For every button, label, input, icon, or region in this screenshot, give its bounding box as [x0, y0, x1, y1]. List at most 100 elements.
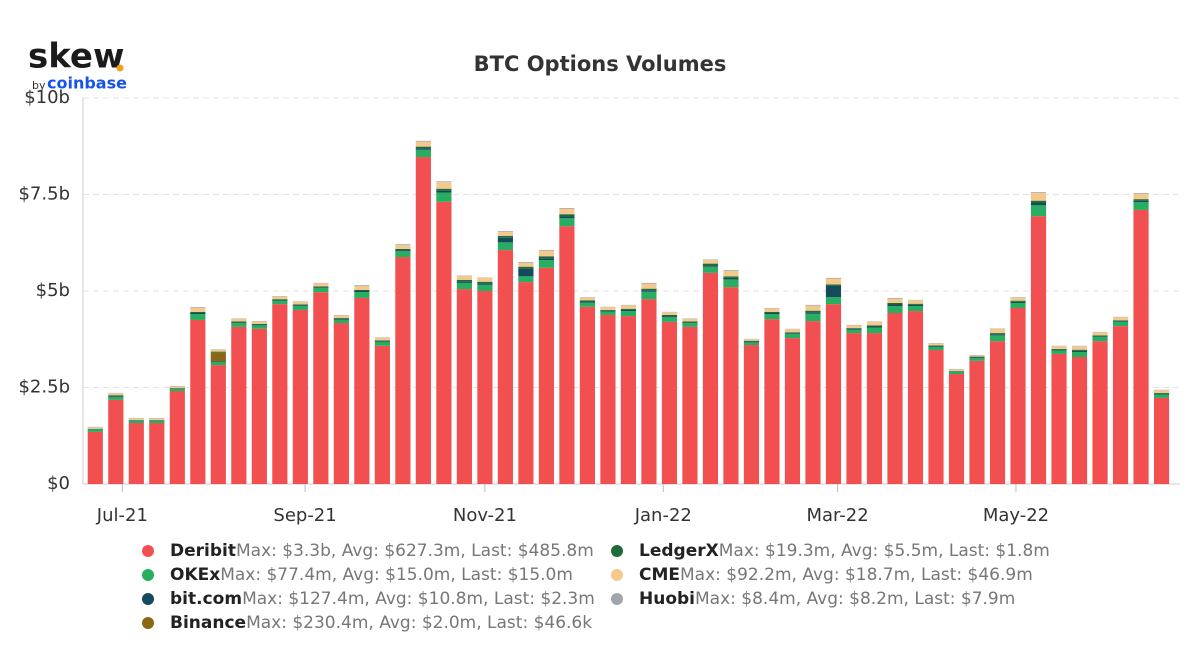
- bar-segment: [928, 343, 944, 346]
- bar-segment: [600, 311, 616, 315]
- bar-segment: [538, 256, 554, 259]
- bar-segment: [805, 310, 821, 313]
- bar-segment: [559, 216, 575, 219]
- x-tick-label: Jan-22: [634, 505, 692, 526]
- bar-segment: [333, 318, 349, 320]
- bar-segment: [1112, 320, 1129, 322]
- bar-segment: [1051, 353, 1067, 484]
- bar-segment: [456, 289, 472, 484]
- bar-segment: [415, 141, 431, 147]
- bar-segment: [661, 312, 678, 315]
- bar-segment: [682, 318, 698, 322]
- bar-segment: [743, 341, 760, 343]
- bar-segment: [87, 429, 103, 432]
- bar-segment: [579, 301, 596, 303]
- bar-segment: [190, 311, 206, 314]
- legend-item: OKExMax: $77.4m, Avg: $15.0m, Last: $15.…: [142, 565, 573, 585]
- legend-item: DeribitMax: $3.3b, Avg: $627.3m, Last: $…: [142, 541, 594, 561]
- bar-segment: [969, 358, 985, 361]
- bar-segment: [846, 328, 862, 330]
- bar-segment: [846, 333, 862, 484]
- bar-segment: [415, 146, 431, 149]
- bar-segment: [395, 248, 411, 251]
- legend-name: OKEx: [170, 565, 220, 585]
- bar-segment: [497, 235, 513, 238]
- bar-segment: [989, 341, 1006, 484]
- logo-by: by: [32, 79, 46, 92]
- bar-segment: [313, 287, 329, 288]
- bar-segment: [661, 317, 678, 322]
- bar-segment: [743, 339, 760, 341]
- bar-segment: [825, 304, 842, 484]
- bar-segment: [600, 310, 616, 312]
- legend-summary: Max: $92.2m, Avg: $18.7m, Last: $46.9m: [680, 565, 1033, 585]
- bar-segment: [702, 263, 719, 266]
- bar-segment: [723, 279, 739, 288]
- bar-segment: [866, 327, 883, 334]
- logo-name: skew: [28, 37, 124, 77]
- bar-segment: [907, 311, 924, 484]
- bar-segment: [866, 321, 883, 326]
- bar-segment: [108, 395, 124, 396]
- bar-segment: [1133, 209, 1149, 484]
- bar-segment: [251, 324, 267, 326]
- bar-segment: [1051, 350, 1067, 354]
- bar-segment: [374, 340, 390, 342]
- bar-segment: [87, 427, 103, 429]
- legend-name: CME: [639, 565, 680, 585]
- bar-segment: [805, 305, 821, 311]
- bar-segment: [907, 303, 924, 305]
- bar-segment: [764, 308, 780, 312]
- bar-segment: [292, 309, 308, 484]
- bar-segment: [661, 321, 678, 484]
- bar-segment: [538, 258, 554, 261]
- bar-segment: [374, 345, 390, 484]
- bar-segment: [313, 286, 329, 288]
- bar-segment: [415, 140, 431, 142]
- bar-segment: [1030, 202, 1047, 206]
- bar-segment: [743, 345, 760, 484]
- bar-segment: [354, 292, 370, 298]
- bar-segment: [948, 371, 965, 374]
- bar-segment: [108, 399, 124, 484]
- bar-segment: [333, 319, 349, 324]
- bar-segment: [477, 277, 493, 282]
- bar-segment: [1010, 300, 1026, 302]
- bar-segment: [600, 309, 616, 311]
- bar-segment: [538, 250, 554, 251]
- bar-segment: [87, 431, 103, 484]
- bar-segment: [559, 214, 575, 217]
- bar-segment: [682, 323, 698, 327]
- bar-segment: [1133, 192, 1149, 194]
- legend-name: Deribit: [170, 541, 236, 561]
- bar-segment: [969, 360, 985, 484]
- bar-segment: [805, 313, 821, 322]
- bar-segment: [784, 332, 801, 334]
- bar-segment: [210, 361, 226, 363]
- legend-item: CMEMax: $92.2m, Avg: $18.7m, Last: $46.9…: [611, 565, 1033, 585]
- bar-segment: [292, 305, 308, 307]
- bar-segment: [764, 314, 780, 320]
- bar-segment: [825, 278, 842, 285]
- bar-segment: [887, 298, 903, 303]
- bar-segment: [1030, 216, 1047, 484]
- y-tick-label: $10b: [24, 87, 70, 108]
- legend-text: OKExMax: $77.4m, Avg: $15.0m, Last: $15.…: [170, 565, 573, 585]
- bar-segment: [477, 291, 493, 484]
- bar-segment: [518, 276, 534, 283]
- bar-segment: [620, 305, 637, 309]
- bar-segment: [784, 333, 801, 339]
- legend-name: Huobi: [639, 589, 695, 609]
- bar-segment: [559, 218, 575, 227]
- bar-segment: [559, 208, 575, 215]
- logo: skew by coinbase: [28, 37, 127, 93]
- bar-segment: [1051, 348, 1067, 350]
- bar-segment: [436, 181, 452, 183]
- bar-segment: [395, 257, 411, 484]
- legend-summary: Max: $77.4m, Avg: $15.0m, Last: $15.0m: [220, 565, 573, 585]
- legend-text: HuobiMax: $8.4m, Avg: $8.2m, Last: $7.9m: [639, 589, 1015, 609]
- bar-segment: [887, 306, 903, 314]
- bar-segment: [272, 296, 288, 300]
- y-tick-label: $0: [47, 473, 70, 494]
- legend-summary: Max: $230.4m, Avg: $2.0m, Last: $46.6k: [246, 613, 592, 633]
